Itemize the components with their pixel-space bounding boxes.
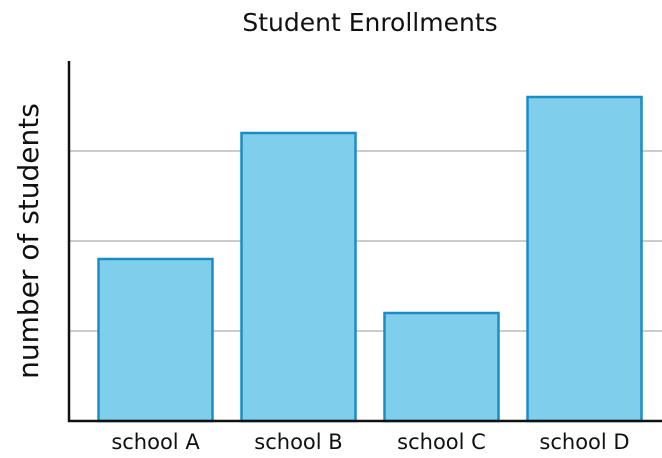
x-tick-label: school A xyxy=(111,430,200,454)
chart-title: Student Enrollments xyxy=(242,8,497,37)
x-tick-label: school C xyxy=(397,430,486,454)
bar xyxy=(240,131,357,423)
bar xyxy=(97,257,214,423)
bar xyxy=(383,311,500,423)
x-tick-label: school B xyxy=(254,430,342,454)
y-axis-label: number of students xyxy=(12,103,45,379)
x-tick-label: school D xyxy=(539,430,629,454)
bar xyxy=(526,95,643,423)
